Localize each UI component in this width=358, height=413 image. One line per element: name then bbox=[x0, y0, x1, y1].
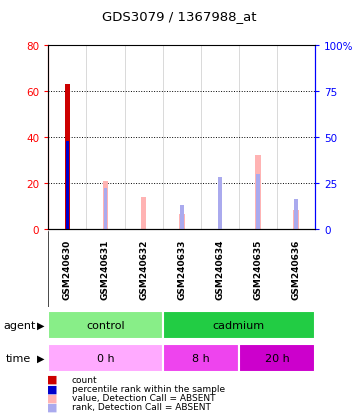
Bar bbox=[65, 85, 70, 229]
Text: GSM240634: GSM240634 bbox=[215, 239, 224, 300]
Bar bbox=[179, 214, 184, 229]
Bar bbox=[255, 156, 261, 229]
Text: GSM240631: GSM240631 bbox=[101, 240, 110, 299]
Bar bbox=[48, 344, 163, 372]
Text: GDS3079 / 1367988_at: GDS3079 / 1367988_at bbox=[102, 10, 256, 23]
Bar bbox=[218, 178, 222, 229]
Text: 20 h: 20 h bbox=[265, 353, 289, 363]
Text: GSM240633: GSM240633 bbox=[177, 240, 186, 299]
Text: GSM240635: GSM240635 bbox=[253, 240, 262, 299]
Text: ■: ■ bbox=[47, 392, 57, 402]
Text: GSM240636: GSM240636 bbox=[291, 240, 300, 299]
Bar bbox=[294, 200, 298, 229]
Bar bbox=[66, 142, 69, 229]
Text: ■: ■ bbox=[47, 401, 57, 411]
Text: count: count bbox=[72, 375, 97, 384]
Bar bbox=[48, 311, 163, 339]
Bar bbox=[103, 181, 108, 229]
Bar bbox=[180, 205, 184, 229]
Text: time: time bbox=[5, 353, 31, 363]
Text: ■: ■ bbox=[47, 383, 57, 393]
Bar bbox=[256, 174, 260, 229]
Text: percentile rank within the sample: percentile rank within the sample bbox=[72, 384, 225, 393]
Text: 8 h: 8 h bbox=[192, 353, 210, 363]
Bar bbox=[141, 198, 146, 229]
Bar bbox=[293, 211, 299, 229]
Text: ▶: ▶ bbox=[38, 353, 45, 363]
Text: GSM240630: GSM240630 bbox=[63, 240, 72, 299]
Text: control: control bbox=[86, 320, 125, 330]
Text: cadmium: cadmium bbox=[213, 320, 265, 330]
Bar bbox=[163, 344, 239, 372]
Text: ▶: ▶ bbox=[38, 320, 45, 330]
Text: value, Detection Call = ABSENT: value, Detection Call = ABSENT bbox=[72, 393, 215, 402]
Text: agent: agent bbox=[4, 320, 36, 330]
Text: ■: ■ bbox=[47, 374, 57, 384]
Bar bbox=[104, 189, 107, 229]
Text: GSM240632: GSM240632 bbox=[139, 240, 148, 299]
Text: rank, Detection Call = ABSENT: rank, Detection Call = ABSENT bbox=[72, 402, 211, 411]
Bar bbox=[163, 311, 315, 339]
Bar bbox=[239, 344, 315, 372]
Text: 0 h: 0 h bbox=[97, 353, 114, 363]
